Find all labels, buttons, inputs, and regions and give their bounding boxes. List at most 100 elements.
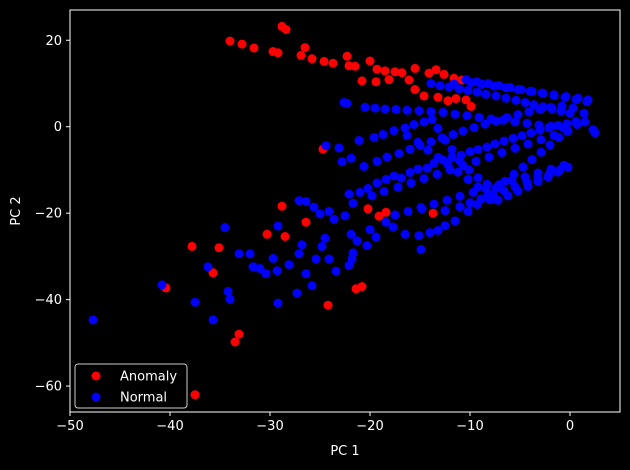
data-point [214,243,224,253]
data-point [88,315,98,325]
data-point [580,117,590,127]
data-point [498,115,508,125]
data-point [324,254,334,264]
data-point [321,141,331,151]
data-point [273,48,283,58]
x-axis-label: PC 1 [330,444,359,459]
data-point [405,168,415,177]
data-point [317,241,327,251]
points-layer [88,21,600,400]
data-point [513,186,523,196]
data-point [324,206,334,216]
data-point [483,79,493,88]
data-point [320,233,330,243]
data-point [527,155,537,165]
data-point [230,337,240,347]
data-point [300,43,310,53]
data-point [428,208,438,218]
data-point [396,173,406,183]
data-point [560,92,570,102]
data-point [473,145,483,155]
data-point [273,298,283,308]
data-point [357,282,367,292]
data-point [424,68,434,78]
data-point [409,120,419,129]
y-axis-label: PC 2 [9,196,24,225]
data-point [440,206,450,216]
data-point [391,104,401,114]
data-point [463,206,473,216]
data-point [382,152,392,162]
data-point [473,182,483,192]
data-point [403,206,413,216]
data-point [450,216,460,226]
data-point [546,121,556,131]
data-point [461,95,471,105]
data-point [490,139,500,149]
data-point [534,120,544,130]
data-point [220,222,230,232]
data-point [346,153,356,163]
data-point [359,162,369,171]
data-point [301,217,311,227]
data-point [323,300,333,310]
data-point [522,118,532,128]
data-point [281,25,291,34]
data-point [284,260,294,270]
data-point [372,64,382,74]
data-point [225,294,235,304]
data-point [292,288,302,298]
data-point [406,178,416,188]
data-point [223,286,233,296]
data-point [451,94,461,104]
legend-label-anomaly: Anomaly [120,370,177,385]
data-point [348,248,358,258]
data-point [466,101,476,111]
data-point [280,232,290,241]
data-point [536,147,546,157]
series-normal [88,75,600,325]
data-point [346,229,356,239]
data-point [482,142,492,152]
data-point [378,130,388,139]
data-point [381,207,391,217]
legend-box [74,363,188,409]
data-point [190,390,200,400]
data-point [486,114,496,124]
data-point [369,133,379,142]
legend: Anomaly Normal [74,363,188,409]
data-point [503,191,513,201]
data-point [510,143,520,153]
data-point [297,240,307,250]
data-point [380,104,390,114]
data-point [245,249,255,259]
data-point [480,119,490,129]
data-point [447,145,457,155]
data-point [365,56,375,66]
data-point [410,85,420,94]
data-point [262,229,272,239]
data-point [187,241,197,251]
data-point [455,191,465,201]
data-point [342,98,352,108]
data-point [538,102,548,112]
data-point [301,269,311,279]
data-point [458,161,468,171]
x-tick-label: −20 [356,419,383,434]
data-point [354,136,364,145]
data-point [268,254,278,263]
data-point [543,172,553,182]
data-point [473,173,483,183]
data-point [501,93,511,103]
data-point [272,266,282,276]
data-point [273,221,283,231]
legend-label-normal: Normal [120,391,167,406]
data-point [440,221,450,231]
y-tick-label: −20 [35,207,62,222]
legend-marker-normal [91,392,101,402]
data-point [553,167,563,177]
data-point [348,198,358,208]
data-point [465,198,475,208]
axes-frame [69,9,621,413]
